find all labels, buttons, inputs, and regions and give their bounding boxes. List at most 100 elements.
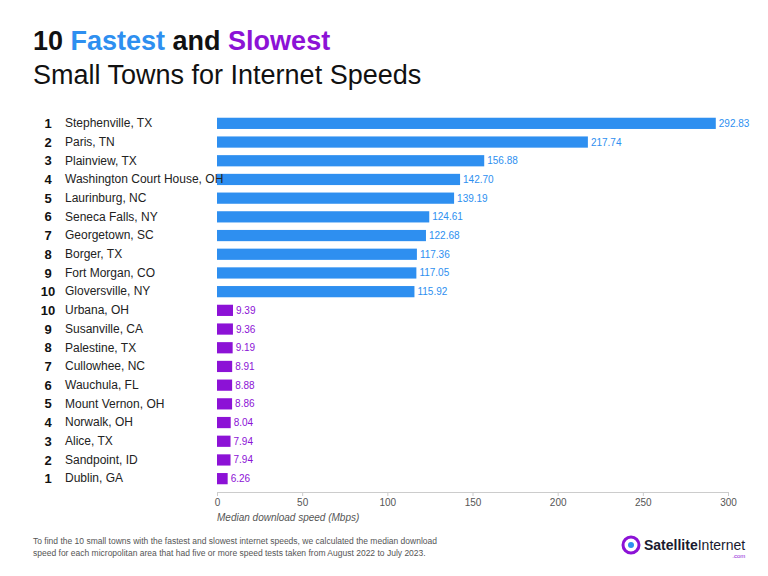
x-tick-mark	[217, 492, 218, 496]
data-label: 117.36	[420, 249, 450, 260]
y-tick: Alice, TX	[65, 434, 113, 448]
rank-label: 6	[44, 378, 51, 393]
category-label: Urbana, OH	[65, 303, 129, 317]
x-tick: 200	[550, 492, 567, 508]
rank-label: 3	[44, 434, 51, 449]
rank-label: 10	[41, 284, 55, 299]
x-tick-mark	[473, 492, 474, 496]
bar	[217, 193, 454, 204]
x-tick-label: 150	[465, 497, 482, 508]
bar	[217, 118, 716, 129]
category-label: Washington Court House, OH	[65, 172, 223, 186]
y-tick: Laurinburg, NC	[65, 191, 147, 205]
x-tick: 300	[720, 492, 737, 508]
rank-label: 1	[44, 471, 51, 486]
bar	[217, 249, 417, 260]
x-tick: 0	[215, 492, 221, 508]
x-tick: 100	[379, 492, 396, 508]
y-tick: Cullowhee, NC	[65, 359, 145, 373]
y-tick: Seneca Falls, NY	[65, 210, 158, 224]
data-label: 122.68	[429, 230, 460, 241]
rank-label: 7	[44, 359, 51, 374]
footnote-line: speed for each micropolitan area that ha…	[33, 548, 426, 558]
bar	[217, 211, 429, 222]
logo-text: SatelliteInternet	[644, 537, 745, 553]
x-tick-label: 50	[297, 497, 309, 508]
category-label: Fort Morgan, CO	[65, 266, 155, 280]
bar	[217, 305, 233, 316]
category-label: Wauchula, FL	[65, 378, 139, 392]
category-label: Borger, TX	[65, 247, 122, 261]
bar	[217, 323, 233, 334]
category-label: Dublin, GA	[65, 471, 123, 485]
ranks: 1234567891010987654321	[41, 116, 55, 486]
bar	[217, 436, 231, 447]
category-label: Stephenville, TX	[65, 116, 152, 130]
x-tick-mark	[728, 492, 729, 496]
bar	[217, 454, 231, 465]
rank-label: 2	[44, 135, 51, 150]
x-tick: 150	[465, 492, 482, 508]
rank-label: 5	[44, 191, 51, 206]
rank-label: 7	[44, 228, 51, 243]
title-word: Fastest	[63, 26, 165, 56]
rank-label: 10	[41, 303, 55, 318]
bar	[217, 136, 588, 147]
x-tick-mark	[643, 492, 644, 496]
rank-label: 1	[44, 116, 51, 131]
logo-icon-dot	[628, 542, 634, 548]
y-tick: Mount Vernon, OH	[65, 397, 164, 411]
x-tick-label: 200	[550, 497, 567, 508]
bar	[217, 155, 484, 166]
rank-label: 8	[44, 340, 51, 355]
category-label: Norwalk, OH	[65, 415, 133, 429]
x-axis: 0 50 100 150 200 250 300	[215, 492, 738, 508]
y-tick: Plainview, TX	[65, 154, 137, 168]
data-label: 217.74	[591, 137, 622, 148]
category-label: Georgetown, SC	[65, 228, 154, 242]
logo: SatelliteInternet.com	[623, 537, 745, 559]
bar	[217, 286, 414, 297]
x-axis-title: Median download speed (Mbps)	[217, 512, 359, 523]
y-tick: Palestine, TX	[65, 341, 136, 355]
rank-label: 9	[44, 266, 51, 281]
y-tick: Borger, TX	[65, 247, 122, 261]
bar	[217, 267, 416, 278]
bar	[217, 361, 232, 372]
rank-label: 6	[44, 209, 51, 224]
category-label: Alice, TX	[65, 434, 113, 448]
data-label: 9.36	[236, 324, 256, 335]
category-label: Laurinburg, NC	[65, 191, 147, 205]
data-label: 7.94	[234, 454, 254, 465]
data-label: 117.05	[419, 267, 449, 278]
y-tick: Stephenville, TX	[65, 116, 152, 130]
footnote: To find the 10 small towns with the fast…	[33, 536, 437, 558]
y-tick: Gloversville, NY	[65, 284, 150, 298]
data-label: 115.92	[417, 286, 447, 297]
logo-part: Satellite	[644, 537, 698, 553]
y-tick: Fort Morgan, CO	[65, 266, 155, 280]
category-label: Gloversville, NY	[65, 284, 150, 298]
y-axis: Stephenville, TX Paris, TN Plainview, TX Wa…	[65, 116, 223, 485]
rank-label: 8	[44, 247, 51, 262]
category-label: Palestine, TX	[65, 341, 136, 355]
bar	[217, 174, 460, 185]
title-word: 10	[33, 26, 63, 56]
x-tick-label: 300	[720, 497, 737, 508]
data-label: 292.83	[719, 118, 750, 129]
x-tick-label: 250	[635, 497, 652, 508]
bar	[217, 417, 231, 428]
x-tick-mark	[387, 492, 388, 496]
rank-label: 4	[44, 415, 52, 430]
x-axis-line	[218, 493, 729, 497]
data-label: 8.88	[235, 380, 255, 391]
data-label: 8.86	[235, 398, 255, 409]
rank-label: 5	[44, 396, 51, 411]
y-tick: Urbana, OH	[65, 303, 129, 317]
data-label: 9.39	[236, 305, 256, 316]
title-word: Slowest	[221, 26, 331, 56]
subtitle: Small Towns for Internet Speeds	[33, 60, 421, 90]
footnote-line: To find the 10 small towns with the fast…	[33, 536, 437, 546]
data-label: 124.61	[432, 211, 463, 222]
y-tick: Paris, TN	[65, 135, 115, 149]
